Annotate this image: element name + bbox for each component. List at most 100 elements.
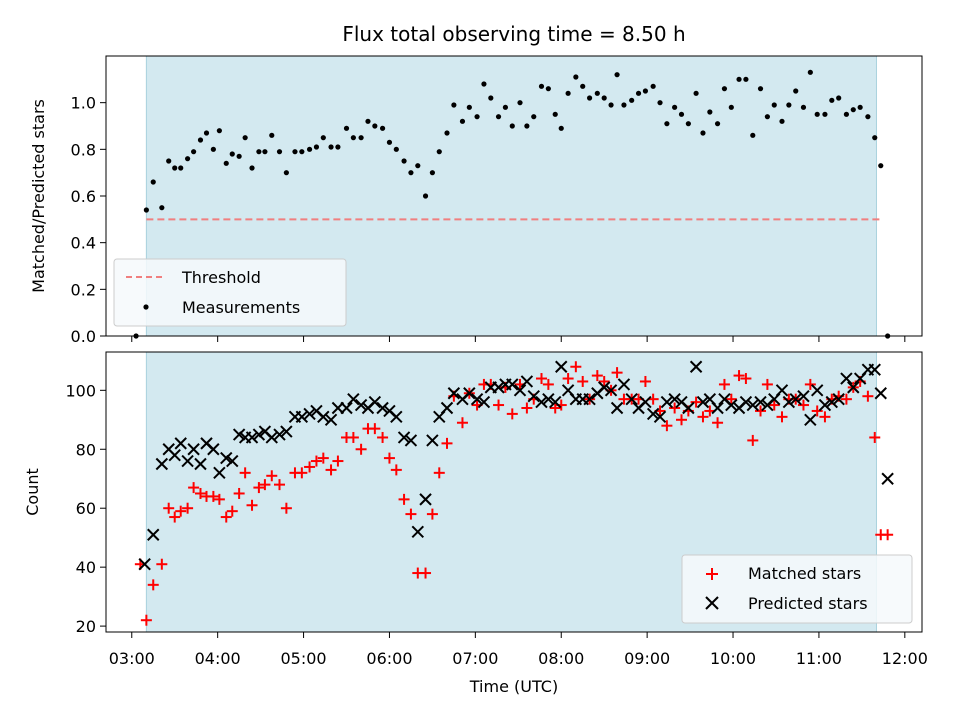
measurement-points — [133, 69, 891, 339]
measurement-point — [393, 146, 399, 152]
predicted-marker-b — [492, 381, 505, 394]
predicted-marker-b — [477, 395, 491, 409]
measurement-point — [436, 149, 442, 155]
top-y-axis: 0.0 0.2 0.4 0.6 0.8 1.0 — [71, 94, 106, 346]
predicted-marker-b — [404, 434, 418, 447]
matched-star-point — [194, 487, 206, 499]
matched-star-point — [325, 464, 337, 476]
predicted-marker-b — [155, 457, 169, 471]
predicted-star-point — [404, 434, 418, 447]
matched-star-point — [398, 493, 410, 505]
measurement-point — [693, 90, 699, 96]
measurement-point — [538, 83, 545, 89]
measurement-point — [292, 149, 298, 155]
measurement-point — [143, 207, 149, 213]
measurement-point — [185, 156, 191, 162]
predicted-star-point — [660, 395, 674, 409]
measurement-point — [306, 146, 313, 152]
matched-star-point — [405, 508, 417, 520]
measurement-point — [558, 125, 564, 131]
predicted-star-point — [317, 410, 330, 424]
predicted-marker-b — [368, 395, 382, 409]
measurement-point — [531, 114, 537, 120]
measurement-point — [635, 90, 642, 96]
predicted-star-point — [303, 407, 316, 421]
measurement-point — [650, 83, 656, 89]
matched-star-point — [840, 393, 852, 405]
top-panel: 0.0 0.2 0.4 0.6 0.8 1.0 Matched/Predicted sta… — [29, 55, 923, 346]
matched-star-point — [542, 378, 554, 390]
measurement-point — [779, 118, 785, 124]
bottom-legend: Matched stars Predicted stars — [681, 554, 913, 624]
predicted-marker-b — [682, 401, 695, 415]
predicted-star-point — [527, 390, 540, 403]
predicted-star-point — [725, 398, 738, 412]
predicted-star-point — [492, 381, 505, 394]
matched-star-point — [755, 405, 767, 417]
x-tick-label: 10:00 — [710, 649, 756, 668]
matched-star-point — [441, 437, 453, 449]
measurement-point — [793, 88, 799, 94]
measurement-point — [216, 128, 222, 134]
matched-star-point — [570, 361, 582, 373]
predicted-star-point — [207, 443, 220, 456]
chart-title: Flux total observing time = 8.50 h — [342, 22, 685, 46]
matched-star-point — [747, 434, 759, 446]
matched-star-point — [332, 455, 344, 467]
predicted-marker-b — [168, 448, 181, 462]
predicted-marker-b — [675, 395, 688, 409]
measurement-point — [299, 149, 305, 155]
measurement-point — [552, 111, 558, 117]
measurement-point — [262, 149, 268, 155]
matched-legend-label: Matched stars — [748, 564, 861, 583]
predicted-marker-b — [754, 395, 767, 409]
predicted-star-point — [426, 434, 439, 447]
predicted-star-point — [181, 454, 194, 468]
predicted-marker-b — [226, 454, 239, 468]
measurement-point — [545, 86, 551, 92]
predicted-star-point — [477, 395, 491, 409]
measurement-point — [736, 76, 742, 82]
predicted-star-point — [711, 401, 724, 415]
predicted-marker-b — [207, 443, 220, 456]
measurements-legend-swatch — [143, 304, 149, 310]
predicted-marker-b — [162, 443, 175, 456]
bottom-panel: 20 40 60 80 100 Count 03:00 04:00 05:00 06:00 07… — [23, 336, 928, 696]
measurement-point — [814, 111, 820, 117]
matched-star-point — [296, 467, 308, 479]
predicted-marker-b — [447, 387, 461, 400]
predicted-marker-b — [868, 363, 881, 376]
predicted-star-point — [639, 395, 652, 409]
predicted-marker-b — [147, 528, 160, 541]
measurement-point — [502, 104, 509, 110]
measurement-point — [608, 102, 614, 108]
measurement-point — [481, 81, 487, 87]
predicted-star-point — [696, 395, 710, 409]
predicted-star-point — [847, 381, 860, 394]
measurement-point — [343, 125, 350, 131]
matched-star-point — [433, 467, 445, 479]
predicted-marker-b — [232, 428, 246, 441]
measurement-point — [822, 111, 828, 117]
top-y-tick-label: 0.4 — [71, 234, 96, 253]
measurement-point — [872, 135, 878, 141]
matched-star-point — [207, 490, 219, 502]
predicted-star-point — [245, 431, 259, 444]
predicted-marker-b — [194, 457, 207, 471]
matched-star-point — [420, 567, 432, 579]
matched-star-point — [456, 417, 468, 429]
x-axis: 03:00 04:00 05:00 06:00 07:00 08:00 09:00 10:00… — [109, 336, 928, 668]
predicted-marker-b — [252, 428, 266, 441]
matched-star-point — [377, 431, 389, 443]
predicted-marker-b — [411, 525, 425, 538]
measurements-legend-label: Measurements — [182, 298, 300, 317]
predicted-marker-b — [689, 360, 703, 373]
measurement-point — [750, 132, 756, 138]
matched-star-point — [797, 399, 809, 411]
measurement-point — [236, 153, 242, 159]
predicted-star-point — [463, 387, 476, 400]
matched-star-point — [317, 452, 329, 464]
measurement-point — [159, 205, 165, 211]
predicted-star-point — [232, 428, 246, 441]
threshold-legend-label: Threshold — [181, 268, 261, 287]
